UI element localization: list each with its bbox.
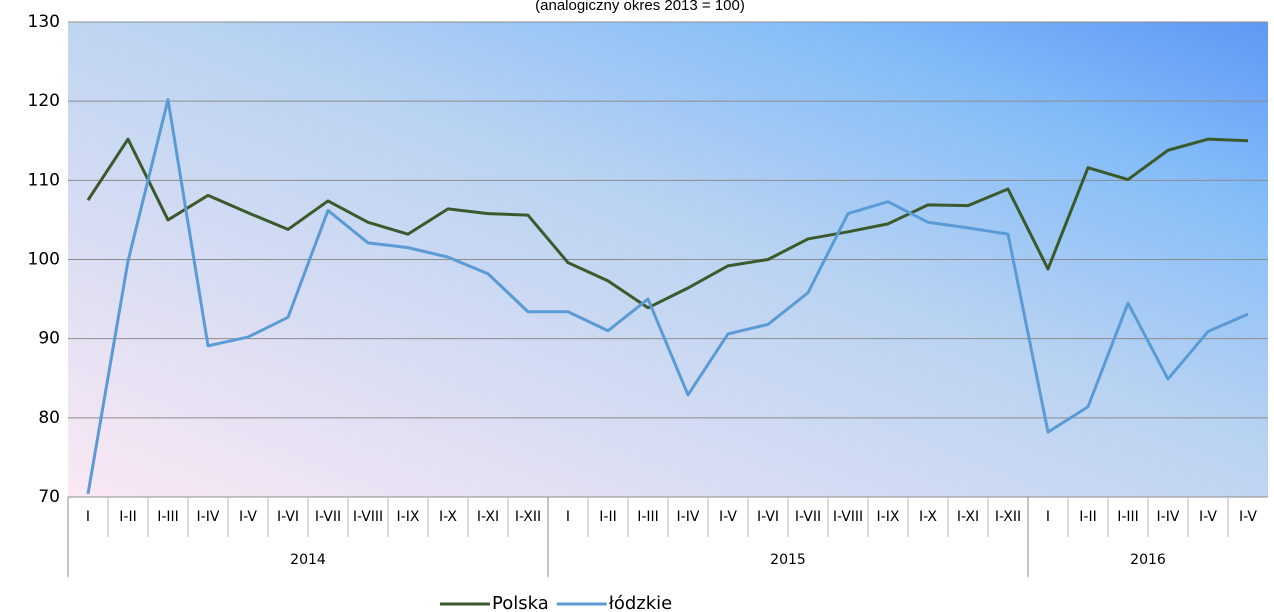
legend-label: Polska [492,593,549,612]
y-tick-label: 120 [28,91,60,111]
x-tick-label: I-V [719,509,737,525]
x-tick-label: I-VI [277,509,299,525]
x-tick-label: I-IX [397,509,420,525]
y-tick-label: 100 [28,250,60,270]
x-tick-label: I-IV [677,509,700,525]
group-label: 2014 [290,552,326,568]
line-series [86,137,1249,310]
x-tick-label: I-II [1079,509,1096,525]
x-tick-label: I-XI [477,509,499,525]
group-label: 2016 [1130,552,1166,568]
x-tick-label: I-III [1117,509,1139,525]
x-tick-label: I-VII [795,509,821,525]
x-tick-label: I [86,509,90,525]
x-tick-label: I-V [1199,509,1217,525]
y-tick-label: 90 [38,329,60,349]
x-tick-label: I-IV [1157,509,1180,525]
x-tick-label: I-VI [757,509,779,525]
x-tick-label: I-VIII [833,509,863,525]
x-tick-label: I-X [919,509,937,525]
x-tick-label: I-III [157,509,179,525]
x-tick-label: I-XII [515,509,541,525]
x-tick-label: I-II [119,509,136,525]
x-tick-label: I-V [239,509,257,525]
x-tick-label: I-III [637,509,659,525]
legend-label: łódzkie [609,593,673,612]
group-label: 2015 [770,552,806,568]
y-tick-label: 70 [38,487,60,507]
x-tick-label: I-VII [315,509,341,525]
line-series [86,98,1249,495]
y-tick-label: 80 [38,408,60,428]
x-tick-label: I-IX [877,509,900,525]
x-tick-label: I-V [1239,509,1257,525]
x-tick-label: I [1046,509,1050,525]
x-tick-label: I-II [599,509,616,525]
x-tick-label: I-XI [957,509,979,525]
y-tick-label: 130 [28,12,60,32]
x-tick-label: I-IV [197,509,220,525]
y-tick-label: 110 [28,170,60,190]
x-tick-label: I [566,509,570,525]
x-tick-label: I-VIII [353,509,383,525]
x-tick-label: I-XII [995,509,1021,525]
chart-subtitle: (analogiczny okres 2013 = 100) [535,0,745,14]
x-tick-label: I-X [439,509,457,525]
